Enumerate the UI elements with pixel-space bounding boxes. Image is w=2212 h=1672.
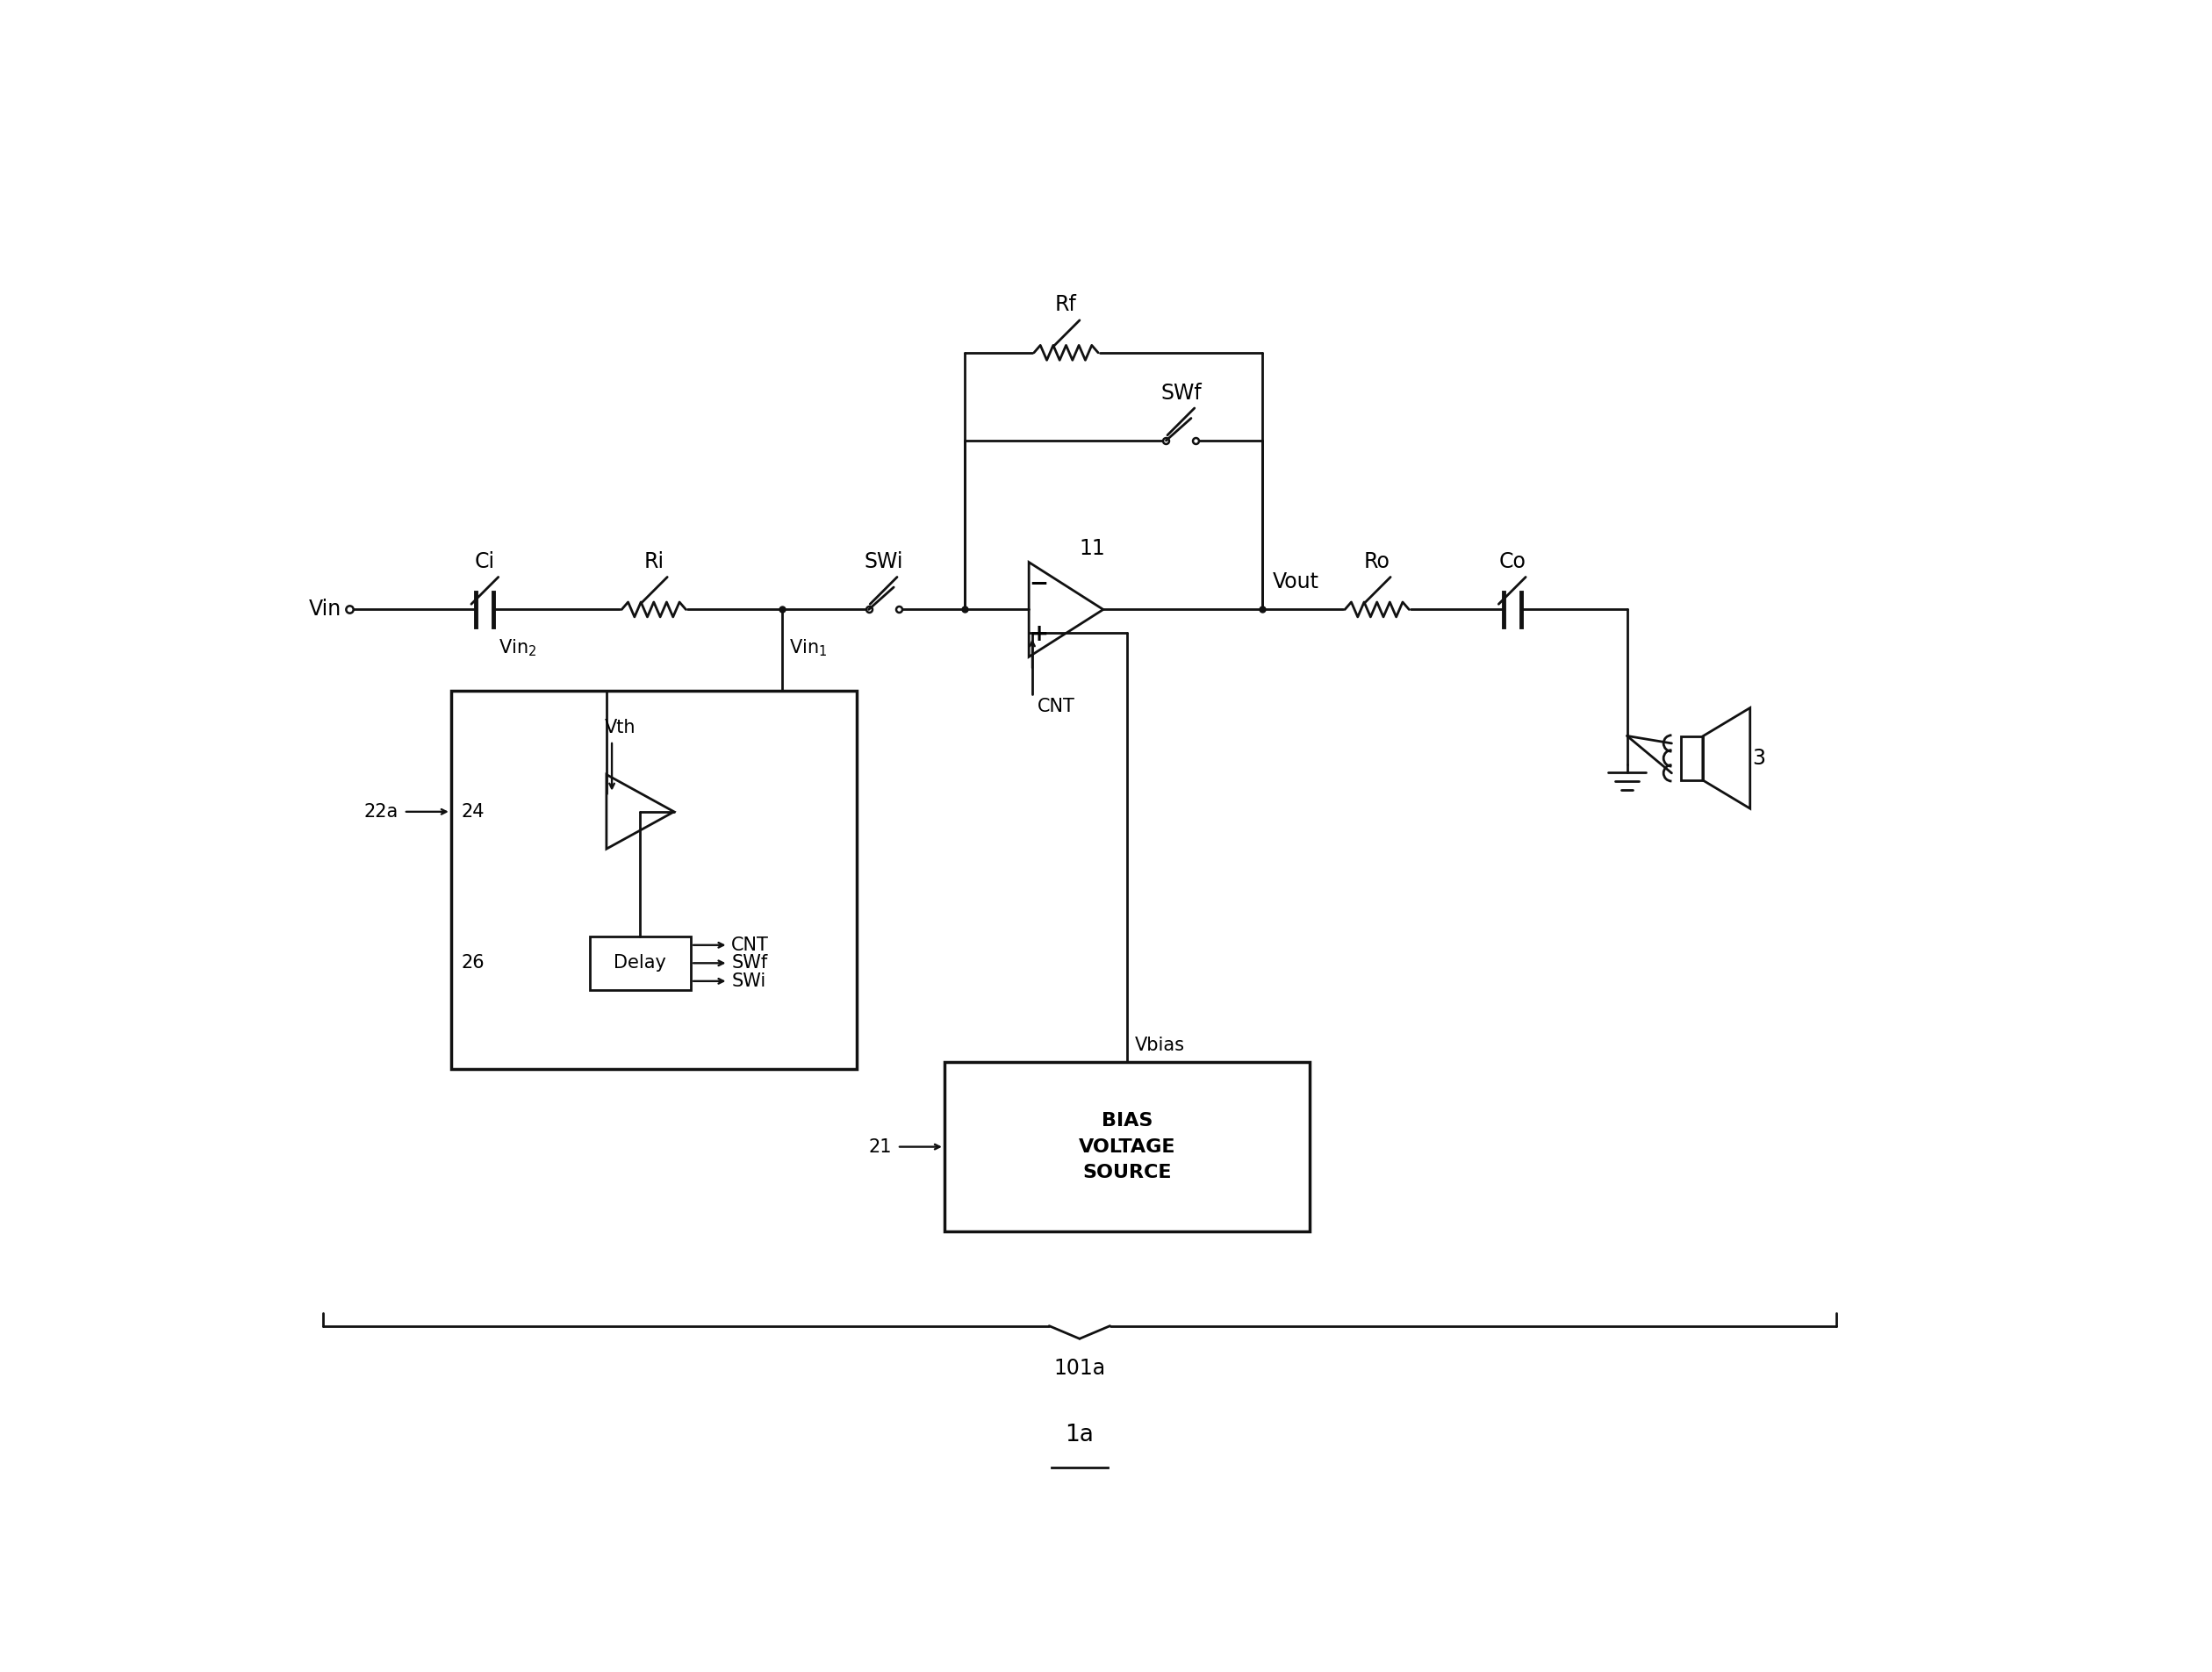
Text: SWf: SWf	[1161, 383, 1201, 403]
Text: SWi: SWi	[732, 973, 765, 990]
Bar	[591, 936, 690, 990]
Text: 101a: 101a	[1053, 1358, 1106, 1379]
Text: Ri: Ri	[644, 552, 664, 572]
Text: Vout: Vout	[1272, 572, 1318, 592]
Bar	[451, 691, 856, 1068]
Text: CNT: CNT	[732, 936, 770, 953]
Bar	[945, 1062, 1310, 1231]
Text: Vin$_2$: Vin$_2$	[498, 639, 535, 659]
Text: Vbias: Vbias	[1135, 1037, 1186, 1055]
Text: 3: 3	[1752, 747, 1765, 769]
Text: Co: Co	[1498, 552, 1526, 572]
Text: Vin: Vin	[310, 599, 341, 620]
Text: −: −	[1029, 573, 1048, 595]
Text: VOLTAGE: VOLTAGE	[1079, 1139, 1175, 1155]
Text: CNT: CNT	[1037, 697, 1075, 716]
Text: SWf: SWf	[732, 955, 768, 971]
Text: 22a: 22a	[363, 803, 398, 821]
Text: 26: 26	[460, 955, 484, 971]
Text: 1a: 1a	[1066, 1423, 1095, 1446]
Text: 11: 11	[1079, 538, 1106, 558]
Text: +: +	[1029, 624, 1048, 645]
Text: SWi: SWi	[865, 552, 902, 572]
Text: 21: 21	[869, 1139, 891, 1155]
Text: Ro: Ro	[1365, 552, 1389, 572]
Text: Vin$_1$: Vin$_1$	[790, 639, 827, 659]
Text: SOURCE: SOURCE	[1082, 1164, 1172, 1180]
Text: Rf: Rf	[1055, 294, 1077, 316]
Text: Delay: Delay	[615, 955, 666, 971]
Text: Ci: Ci	[476, 552, 495, 572]
Text: Vth: Vth	[604, 719, 635, 737]
Text: BIAS: BIAS	[1102, 1112, 1152, 1130]
Text: 24: 24	[460, 803, 484, 821]
